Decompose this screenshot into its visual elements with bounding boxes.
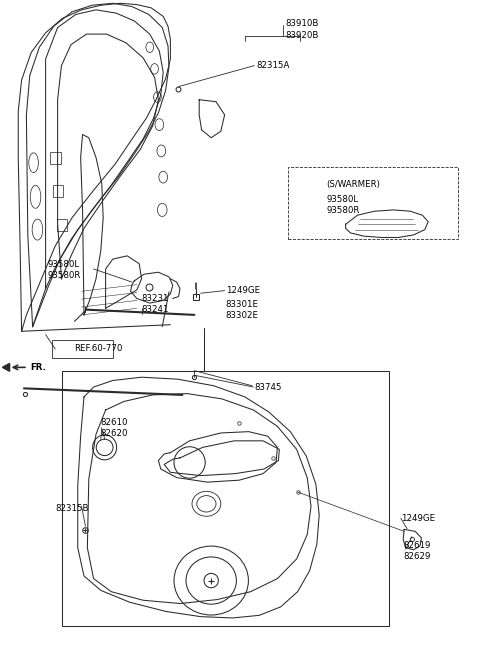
Text: 82610
82620: 82610 82620 (101, 418, 128, 438)
Text: REF.60-770: REF.60-770 (74, 344, 123, 354)
Text: 83910B
83920B: 83910B 83920B (286, 20, 319, 39)
Text: 82315B: 82315B (55, 504, 89, 513)
Text: 93580L
93580R: 93580L 93580R (326, 195, 360, 215)
Text: 1249GE: 1249GE (401, 514, 435, 523)
Bar (62, 371, 389, 626)
Text: 83745: 83745 (254, 382, 282, 392)
Text: 83301E
83302E: 83301E 83302E (226, 300, 259, 320)
Text: 82315A: 82315A (257, 61, 290, 70)
Text: 82619
82629: 82619 82629 (403, 541, 431, 561)
Text: FR.: FR. (30, 363, 46, 372)
Text: 93580L
93580R: 93580L 93580R (48, 260, 82, 280)
Text: 83231
83241: 83231 83241 (142, 295, 169, 314)
Text: (S/WARMER): (S/WARMER) (326, 180, 380, 190)
Text: 1249GE: 1249GE (226, 286, 260, 295)
Polygon shape (2, 363, 10, 371)
